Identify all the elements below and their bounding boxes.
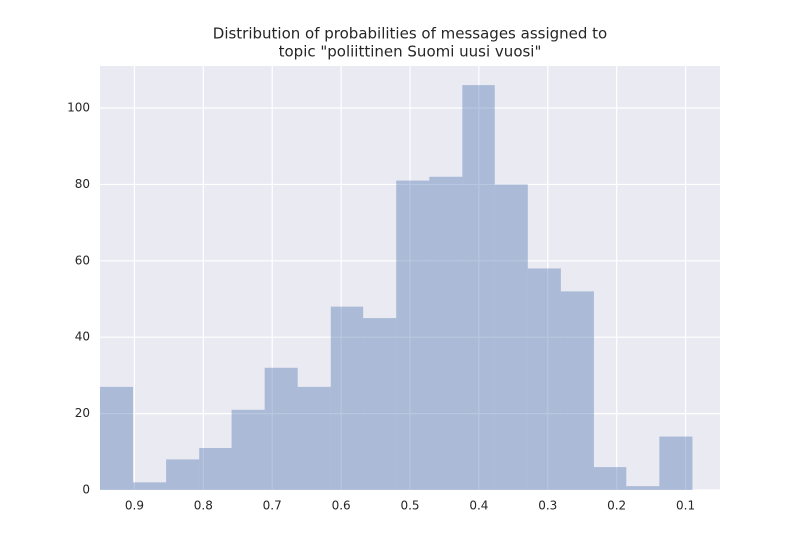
chart-title: topic "poliittinen Suomi uusi vuosi" [279, 43, 542, 61]
bar [494, 184, 528, 490]
bar [626, 486, 660, 490]
x-tick-label: 0.2 [607, 499, 626, 513]
x-tick-label: 0.9 [125, 499, 144, 513]
bar [264, 367, 298, 490]
x-tick-label: 0.3 [538, 499, 557, 513]
bar [100, 386, 134, 490]
bar [133, 482, 167, 490]
bar [527, 268, 561, 490]
bars [100, 85, 693, 491]
x-tick-label: 0.5 [400, 499, 419, 513]
x-tick-label: 0.8 [194, 499, 213, 513]
bar [330, 306, 364, 490]
grid [100, 66, 720, 491]
bar [560, 291, 594, 490]
y-tick-label: 0 [82, 483, 90, 497]
x-tick-label: 0.6 [332, 499, 351, 513]
x-tick-label: 0.1 [676, 499, 695, 513]
bar [297, 386, 331, 490]
bar [429, 176, 463, 490]
y-tick-label: 60 [75, 253, 90, 267]
bar [659, 436, 693, 490]
y-tick-label: 100 [67, 101, 90, 115]
y-tick-label: 80 [75, 177, 90, 191]
bar [199, 447, 232, 490]
y-tick-label: 20 [75, 406, 90, 420]
x-tick-label: 0.7 [263, 499, 282, 513]
chart-title: Distribution of probabilities of message… [213, 25, 607, 43]
bar [231, 409, 265, 490]
bar [166, 459, 200, 490]
bar [462, 85, 495, 491]
bar [363, 318, 397, 490]
x-tick-label: 0.4 [469, 499, 488, 513]
bar [396, 180, 430, 490]
bar [593, 467, 627, 490]
y-tick-label: 40 [75, 330, 90, 344]
